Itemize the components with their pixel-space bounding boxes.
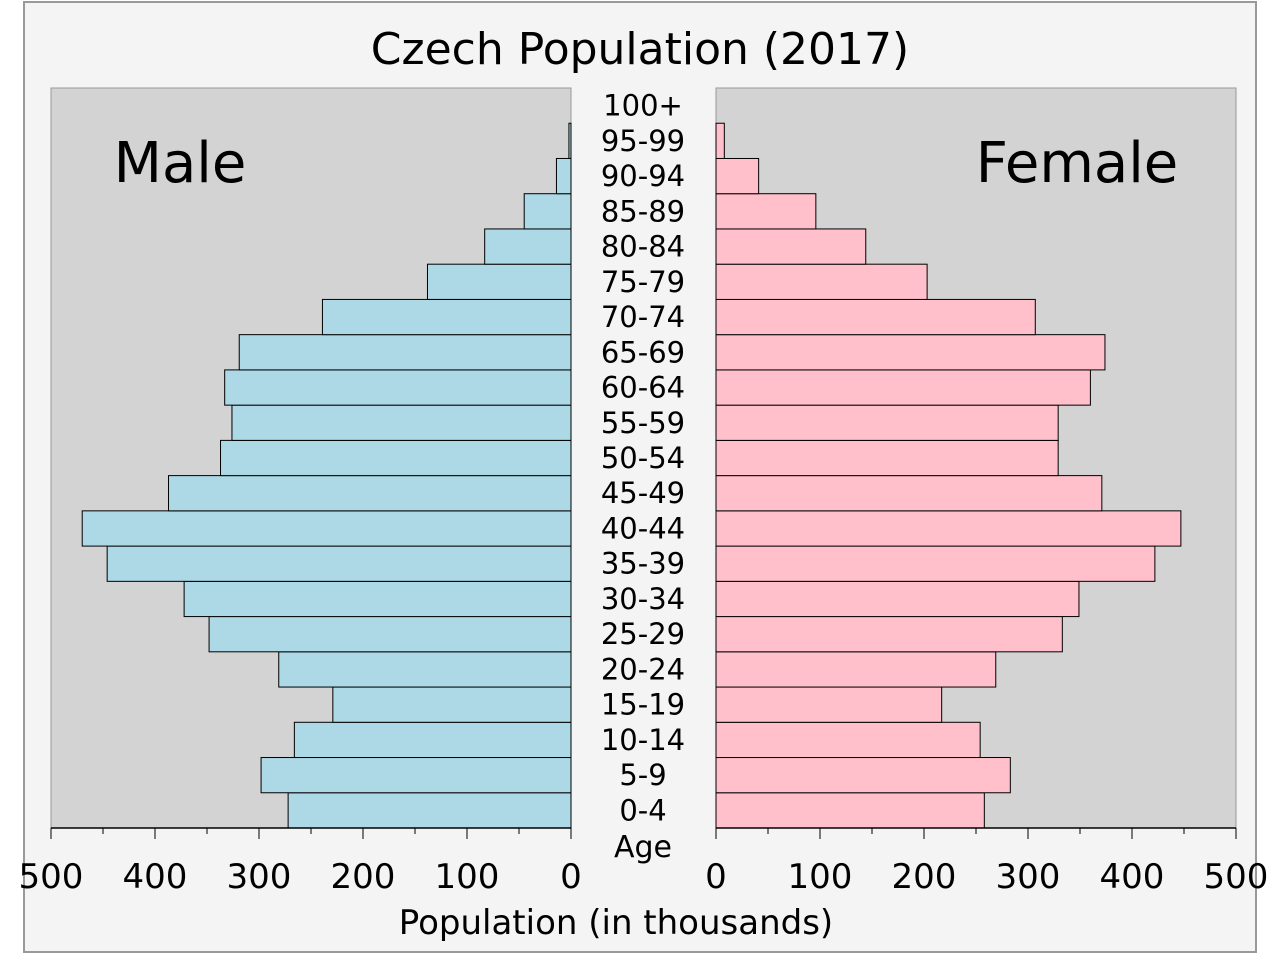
male-bar-55-59 [231,404,572,441]
female-bar-45-49 [715,475,1103,512]
male-bar-50-54 [220,439,572,477]
age-label-20-24: 20-24 [601,652,685,686]
male-bar-5-9 [260,757,572,794]
female-bar-75-79 [715,263,928,300]
female-bar-95-99 [715,122,725,159]
age-label-45-49: 45-49 [601,476,685,510]
male-series-label: Male [114,131,247,196]
male-tick-label-400: 400 [123,857,188,897]
male-axis: 500 400 300 200 100 0 [19,827,582,897]
male-tick-label-300: 300 [227,857,292,897]
chart-title: Czech Population (2017) [371,24,909,75]
female-bar-85-89 [715,193,817,230]
female-tick-label-300: 300 [996,857,1061,897]
female-bar-10-14 [715,721,981,759]
male-bar-45-49 [168,475,572,512]
male-bar-65-69 [238,334,572,371]
age-label-65-69: 65-69 [601,335,685,369]
age-label-0-4: 0-4 [619,793,666,827]
x-axis-label: Population (in thousands) [399,903,833,943]
age-labels: 0-45-910-1415-1920-2425-2930-3435-3940-4… [601,89,685,828]
female-bar-60-64 [715,369,1091,406]
age-label-70-74: 70-74 [601,300,685,334]
female-bar-30-34 [715,580,1080,618]
age-label-10-14: 10-14 [601,723,685,757]
age-label-35-39: 35-39 [601,547,685,581]
age-axis-label: Age [614,830,672,865]
female-bar-25-29 [715,616,1063,653]
age-label-25-29: 25-29 [601,617,685,651]
male-tick-label-500: 500 [19,857,84,897]
female-tick-label-200: 200 [892,857,957,897]
male-tick-label-200: 200 [331,857,396,897]
female-bar-35-39 [715,545,1156,582]
female-axis: 0 100 200 300 400 500 [705,827,1269,897]
female-bars [715,122,1182,829]
age-label-100+: 100+ [603,89,683,123]
female-bar-40-44 [715,510,1182,547]
male-bar-15-19 [332,686,572,723]
female-bar-5-9 [715,757,1011,794]
male-tick-label-100: 100 [435,857,500,897]
male-bar-85-89 [523,193,572,230]
age-label-85-89: 85-89 [601,194,685,228]
age-label-60-64: 60-64 [601,371,685,405]
female-bar-80-84 [715,228,867,265]
male-bar-75-79 [426,263,572,300]
male-bar-10-14 [293,721,572,759]
male-bar-40-44 [81,510,572,547]
male-bar-95-99 [568,122,572,159]
female-series-label: Female [976,131,1178,196]
male-bar-20-24 [278,651,572,688]
male-tick-label-0: 0 [560,857,582,897]
female-bar-90-94 [715,157,760,195]
female-bar-70-74 [715,298,1036,336]
male-bar-0-4 [287,792,572,829]
female-bar-20-24 [715,651,997,688]
age-label-75-79: 75-79 [601,265,685,299]
male-bar-25-29 [208,616,572,653]
female-bar-0-4 [715,792,985,829]
female-tick-label-400: 400 [1100,857,1165,897]
age-label-30-34: 30-34 [601,582,685,616]
male-bar-70-74 [321,298,572,336]
female-bar-55-59 [715,404,1059,441]
male-bar-60-64 [224,369,572,406]
male-bar-30-34 [183,580,572,618]
age-label-15-19: 15-19 [601,688,685,722]
age-label-95-99: 95-99 [601,124,685,158]
age-label-5-9: 5-9 [619,758,666,792]
female-bar-65-69 [715,334,1106,371]
age-label-55-59: 55-59 [601,406,685,440]
male-bar-35-39 [106,545,572,582]
age-label-50-54: 50-54 [601,441,685,475]
age-label-90-94: 90-94 [601,159,685,193]
female-tick-label-0: 0 [705,857,727,897]
age-label-40-44: 40-44 [601,511,685,545]
female-tick-label-500: 500 [1204,857,1269,897]
female-bar-50-54 [715,439,1059,477]
female-tick-label-100: 100 [788,857,853,897]
age-label-80-84: 80-84 [601,230,685,264]
male-bar-80-84 [484,228,572,265]
female-bar-15-19 [715,686,943,723]
male-bars [81,122,572,829]
male-bar-90-94 [555,157,572,195]
